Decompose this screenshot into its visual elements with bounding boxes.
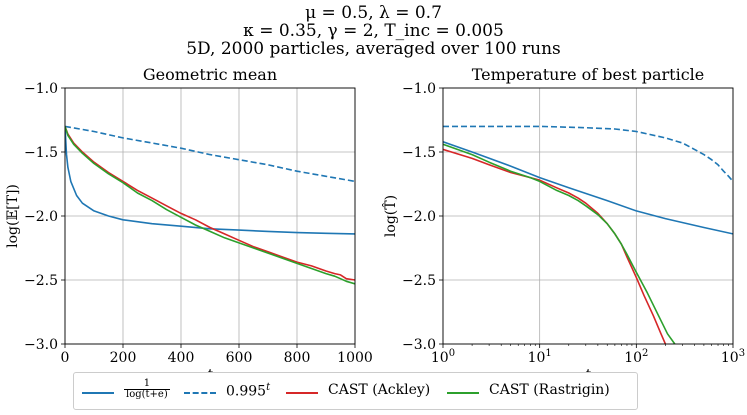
panel-1-y-axis-label: log(𝔼[T]) [5, 184, 21, 248]
legend: 1 log(t+e) 0.995t CAST (Ackley) CAST (Ra… [73, 372, 638, 410]
panel-1-y-tick-label: −2.5 [24, 273, 58, 289]
panel-1-x-tick-label: 1000 [337, 350, 373, 366]
panel-1-y-tick-label: −2.0 [24, 209, 58, 225]
panel-1-y-tick-label: −1.5 [24, 145, 58, 161]
legend-swatch-cast-rastrigin [447, 392, 479, 394]
panel-2-title: Temperature of best particle [472, 65, 705, 84]
panel-1-series-cast-rastrigin [65, 126, 355, 285]
legend-label-cast-rastrigin: CAST (Rastrigin) [489, 382, 610, 398]
panel-1-x-tick-label: 0 [61, 350, 70, 366]
panel-1-x-tick-label: 200 [110, 350, 137, 366]
panel-1-series-1-log-t-e [65, 126, 355, 235]
legend-label-inverse-log-denominator: log(t+e) [126, 389, 168, 400]
panel-2-series-0-995-t [443, 125, 733, 182]
panel-2-y-tick-label: −2.5 [402, 273, 436, 289]
panel-2-series-cast-rastrigin [443, 143, 676, 344]
legend-swatch-inverse-log [82, 392, 114, 394]
legend-label-cast-ackley: CAST (Ackley) [328, 382, 431, 398]
panel-1-x-tick-label: 800 [284, 350, 311, 366]
panel-2-x-tick-label: 103 [721, 348, 745, 366]
panel-2-y-tick-label: −1.5 [402, 145, 436, 161]
panel-2-y-tick-label: −3.0 [402, 337, 436, 353]
legend-swatch-cast-ackley [286, 392, 318, 394]
legend-label-inverse-log: 1 log(t+e) [124, 379, 170, 400]
figure-title-line-3: 5D, 2000 particles, averaged over 100 ru… [186, 39, 561, 59]
panel-1-series-cast-ackley [65, 126, 355, 281]
panel-1-series-0-995-t [65, 125, 355, 183]
panel-1-x-tick-label: 600 [226, 350, 253, 366]
legend-label-exponential: 0.995t [226, 382, 271, 400]
panel-2-y-tick-label: −1.0 [402, 81, 436, 97]
legend-swatch-exponential [184, 392, 216, 394]
panel-2-series-cast-ackley [443, 148, 667, 344]
panel-1-title: Geometric mean [143, 65, 277, 84]
panel-1-y-tick-label: −1.0 [24, 81, 58, 97]
panel-2-x-tick-label: 100 [431, 348, 455, 366]
panel-2-y-tick-label: −2.0 [402, 209, 436, 225]
panel-2-x-tick-label: 101 [528, 348, 552, 366]
figure-title-line-2: κ = 0.35, γ = 2, T_inc = 0.005 [243, 21, 504, 41]
panel-2-series-1-log-t-e [443, 141, 733, 235]
figure-title-line-1: μ = 0.5, λ = 0.7 [305, 3, 442, 23]
panel-1-y-tick-label: −3.0 [24, 337, 58, 353]
panel-1-x-tick-label: 400 [168, 350, 195, 366]
legend-label-inverse-log-numerator: 1 [124, 379, 170, 390]
panel-2-x-tick-label: 102 [624, 348, 648, 366]
panel-2-y-axis-label: log(T̂) [381, 195, 399, 237]
